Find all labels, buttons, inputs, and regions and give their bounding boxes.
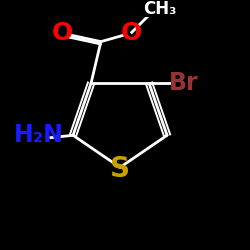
Text: CH₃: CH₃ bbox=[144, 0, 177, 18]
Text: S: S bbox=[110, 154, 130, 182]
Text: Br: Br bbox=[169, 72, 198, 96]
Text: H₂N: H₂N bbox=[14, 123, 63, 147]
Text: O: O bbox=[121, 22, 142, 46]
Text: O: O bbox=[52, 22, 73, 46]
